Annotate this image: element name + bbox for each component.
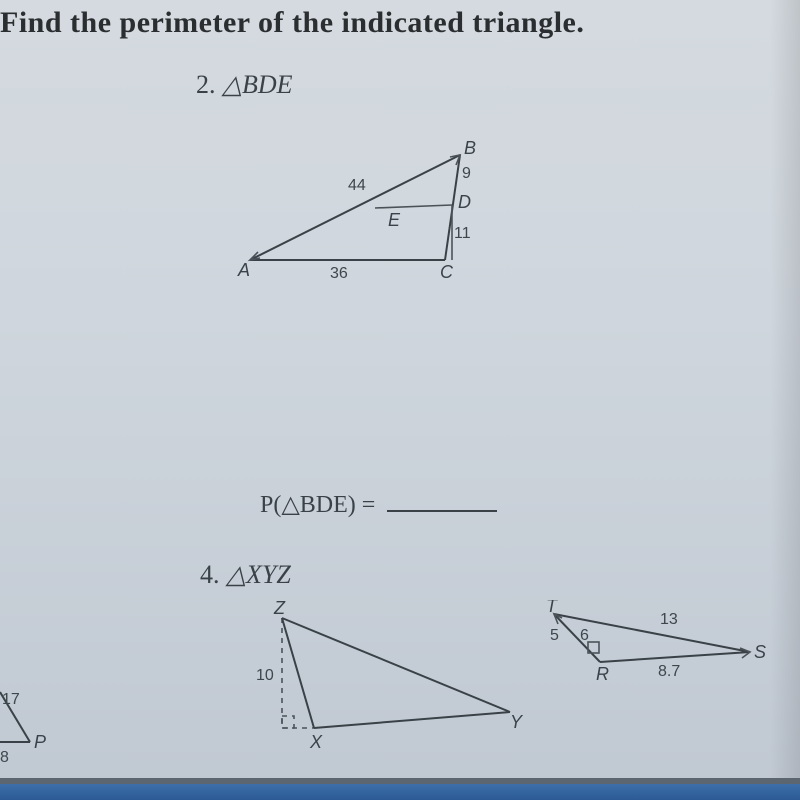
problem-4-left-figure: Z X Y 10 bbox=[210, 600, 530, 760]
label-a: A bbox=[237, 260, 250, 280]
worksheet-screen: Find the perimeter of the indicated tria… bbox=[0, 0, 800, 800]
page-title: Find the perimeter of the indicated tria… bbox=[0, 6, 584, 40]
shadow-right bbox=[770, 0, 800, 800]
len-ac: 36 bbox=[330, 265, 348, 282]
edge-zy bbox=[282, 618, 510, 712]
len-ab: 44 bbox=[348, 177, 366, 194]
problem-4-right-figure: T R S 5 6 13 8.7 bbox=[540, 600, 780, 720]
edge-rs bbox=[600, 652, 750, 662]
label-c: C bbox=[440, 262, 454, 282]
len-ts: 13 bbox=[660, 611, 678, 628]
problem-4-tri: △XYZ bbox=[226, 560, 291, 589]
len-rs: 8.7 bbox=[658, 663, 680, 680]
answer-prefix: P(△BDE) = bbox=[260, 492, 381, 518]
bottom-bar bbox=[0, 784, 800, 800]
len-tr-inner: 6 bbox=[580, 627, 589, 644]
frag-p: P bbox=[34, 732, 46, 752]
label-b: B bbox=[464, 138, 476, 158]
right-angle-box bbox=[282, 716, 294, 728]
len-bd: 9 bbox=[462, 165, 471, 182]
problem-4-label: 4. △XYZ bbox=[200, 560, 291, 590]
label-y: Y bbox=[510, 712, 524, 732]
frag-17: 17 bbox=[2, 691, 20, 708]
fragment-svg: 17 8 P bbox=[0, 682, 60, 772]
problem-4-number: 4. bbox=[200, 560, 226, 589]
problem-2-tri: △BDE bbox=[222, 70, 293, 99]
edge-ed bbox=[375, 205, 452, 208]
problem-2-number: 2. bbox=[196, 70, 222, 99]
problem-2-label: 2. △BDE bbox=[196, 70, 293, 100]
edge-zx bbox=[282, 618, 314, 728]
triangle-abc-svg: A C B D E 44 36 9 11 bbox=[230, 130, 510, 300]
fragment-left: 17 8 P bbox=[0, 682, 60, 762]
len-tr-outer: 5 bbox=[550, 627, 559, 644]
label-r: R bbox=[596, 664, 609, 684]
label-e: E bbox=[388, 210, 401, 230]
answer-blank bbox=[387, 510, 497, 512]
problem-2-answer: P(△BDE) = bbox=[260, 490, 497, 519]
problem-2-figure: A C B D E 44 36 9 11 bbox=[230, 130, 510, 300]
label-s: S bbox=[754, 642, 766, 662]
label-z: Z bbox=[273, 600, 286, 618]
len-alt: 10 bbox=[256, 667, 274, 684]
label-d: D bbox=[458, 192, 471, 212]
edge-xy bbox=[314, 712, 510, 728]
label-x: X bbox=[309, 732, 323, 752]
triangle-trs-svg: T R S 5 6 13 8.7 bbox=[540, 600, 780, 720]
edge-ab bbox=[250, 155, 460, 260]
triangle-xyz-svg: Z X Y 10 bbox=[210, 600, 530, 760]
frag-8: 8 bbox=[0, 749, 9, 766]
len-dc: 11 bbox=[454, 225, 471, 242]
